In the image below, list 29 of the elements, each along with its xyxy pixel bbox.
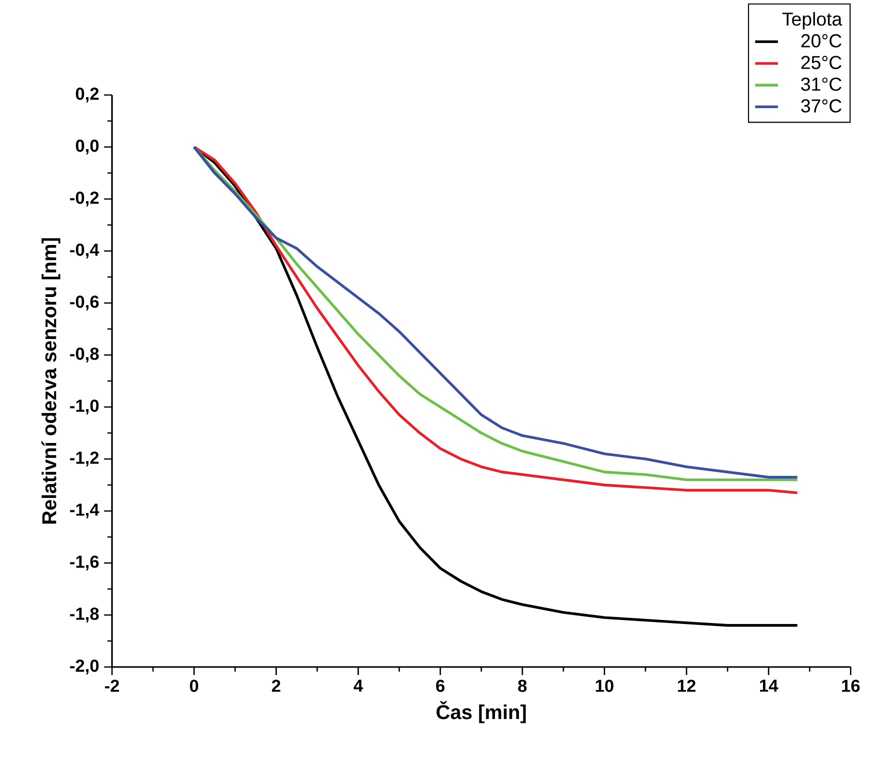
x-tick-label: 14 (760, 680, 778, 692)
y-tick-label: -1,0 (70, 400, 99, 414)
x-tick-label: 10 (596, 680, 614, 692)
y-tick-label: -1,6 (70, 556, 99, 570)
y-tick-label: -2,0 (70, 660, 99, 674)
x-tick-label: 8 (518, 680, 527, 692)
y-axis-title: Relativní odezva senzoru [nm] (41, 238, 60, 524)
x-tick-label: 12 (678, 680, 696, 692)
y-tick-label: -0,8 (70, 348, 99, 362)
legend-label: 37°C (801, 99, 842, 113)
y-tick-label: -1,8 (70, 608, 99, 622)
x-tick-label: 0 (190, 680, 198, 692)
x-tick-label: 4 (354, 680, 363, 692)
y-tick-label: -0,6 (70, 296, 99, 310)
y-tick-label: -0,4 (70, 244, 100, 258)
legend-label: 25°C (801, 56, 842, 70)
y-tick-label: -1,2 (70, 452, 99, 466)
x-tick-label: -2 (104, 680, 120, 692)
x-tick-label: 16 (842, 680, 860, 692)
y-tick-label: -1,4 (70, 504, 100, 518)
x-tick-label: 6 (436, 680, 444, 692)
x-tick-label: 2 (272, 680, 280, 692)
y-tick-label: -0,2 (70, 192, 99, 206)
y-tick-label: 0,2 (76, 88, 99, 102)
legend-label: 31°C (801, 78, 842, 91)
x-axis-title: Čas [min] (436, 701, 526, 724)
legend-label: 20°C (801, 34, 842, 48)
legend-title: Teplota (782, 12, 842, 30)
y-tick-label: 0,0 (76, 140, 99, 154)
